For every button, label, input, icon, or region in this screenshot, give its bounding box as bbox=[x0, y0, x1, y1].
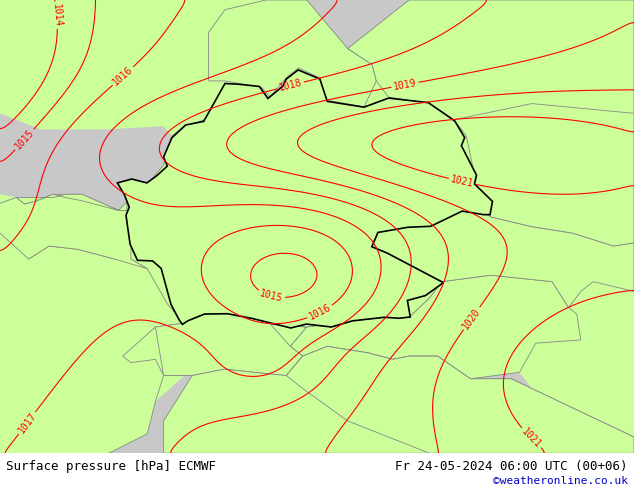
Text: 1015: 1015 bbox=[259, 288, 284, 304]
Text: 1021: 1021 bbox=[450, 174, 475, 189]
Text: 1021: 1021 bbox=[519, 426, 543, 450]
Polygon shape bbox=[270, 275, 581, 379]
Polygon shape bbox=[0, 314, 205, 460]
Polygon shape bbox=[164, 346, 634, 453]
Polygon shape bbox=[287, 346, 634, 453]
Text: 1018: 1018 bbox=[278, 78, 303, 93]
Text: 1016: 1016 bbox=[111, 65, 135, 88]
Polygon shape bbox=[155, 207, 634, 375]
Polygon shape bbox=[16, 120, 242, 210]
Polygon shape bbox=[429, 372, 634, 453]
Polygon shape bbox=[209, 0, 377, 107]
Text: Fr 24-05-2024 06:00 UTC (00+06): Fr 24-05-2024 06:00 UTC (00+06) bbox=[395, 460, 628, 473]
Polygon shape bbox=[0, 0, 307, 259]
Polygon shape bbox=[123, 314, 307, 375]
Polygon shape bbox=[270, 0, 634, 120]
Text: 1020: 1020 bbox=[461, 306, 482, 331]
Text: 1016: 1016 bbox=[307, 302, 333, 322]
Polygon shape bbox=[0, 194, 147, 269]
Polygon shape bbox=[117, 70, 493, 328]
Text: 1017: 1017 bbox=[16, 411, 38, 435]
Polygon shape bbox=[454, 0, 634, 246]
Text: ©weatheronline.co.uk: ©weatheronline.co.uk bbox=[493, 476, 628, 486]
Polygon shape bbox=[0, 210, 212, 460]
Polygon shape bbox=[347, 0, 634, 120]
Text: 1019: 1019 bbox=[392, 78, 417, 92]
Text: Surface pressure [hPa] ECMWF: Surface pressure [hPa] ECMWF bbox=[6, 460, 216, 473]
Text: 1015: 1015 bbox=[13, 127, 36, 151]
Text: 1014: 1014 bbox=[51, 3, 63, 27]
